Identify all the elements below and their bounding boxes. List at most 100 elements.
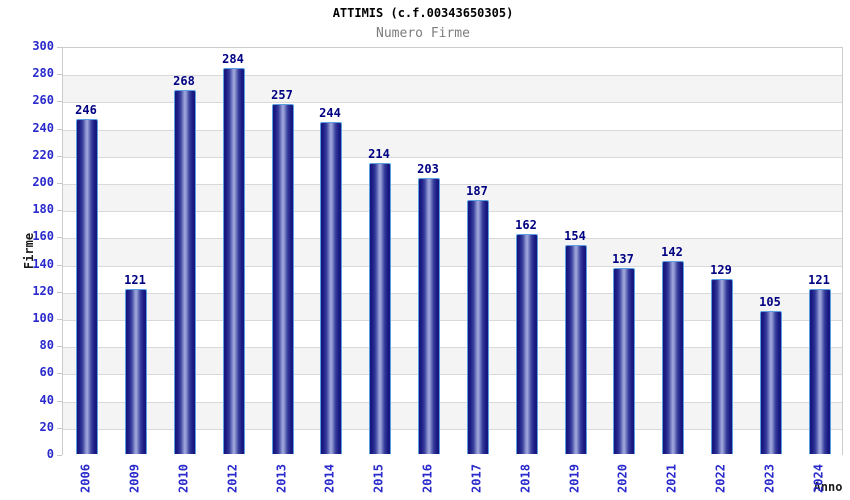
y-axis-tick-label: 120 (32, 284, 54, 298)
bar-2012 (223, 68, 245, 454)
x-axis-tick-label: 2022 (713, 464, 728, 493)
y-axis-tick-mark (57, 373, 62, 374)
y-axis-tick-label: 240 (32, 121, 54, 135)
y-axis-tick-mark (57, 265, 62, 266)
x-axis-tick-label: 2012 (225, 464, 240, 493)
chart-title: ATTIMIS (c.f.00343650305) (332, 6, 514, 20)
bar-2023 (760, 311, 782, 454)
y-axis-tick-label: 220 (32, 148, 54, 162)
bar-value-label: 246 (75, 103, 97, 117)
y-axis-tick-mark (57, 346, 62, 347)
bar-value-label: 162 (515, 218, 537, 232)
bar-value-label: 284 (222, 52, 244, 66)
bar-value-label: 268 (173, 74, 195, 88)
x-axis-tick-label: 2020 (615, 464, 630, 493)
bar-2015 (369, 163, 391, 454)
bar-value-label: 105 (759, 295, 781, 309)
x-axis-tick-label: 2024 (811, 464, 826, 493)
x-axis-tick-label: 2013 (274, 464, 289, 493)
x-axis-tick-label: 2010 (176, 464, 191, 493)
bar-2010 (174, 90, 196, 454)
x-axis-tick-label: 2021 (664, 464, 679, 493)
y-axis-tick-label: 180 (32, 202, 54, 216)
y-axis-tick-mark (57, 74, 62, 75)
y-axis-tick-label: 100 (32, 311, 54, 325)
x-axis-tick-label: 2015 (371, 464, 386, 493)
y-axis-tick-mark (57, 129, 62, 130)
y-axis-tick-mark (57, 455, 62, 456)
y-axis-tick-mark (57, 156, 62, 157)
x-axis-tick-label: 2009 (127, 464, 142, 493)
gridline (63, 266, 842, 267)
bar-value-label: 203 (417, 162, 439, 176)
gridline (63, 320, 842, 321)
gridline (63, 102, 842, 103)
bar-value-label: 244 (319, 106, 341, 120)
y-axis-tick-mark (57, 292, 62, 293)
y-axis-tick-mark (57, 428, 62, 429)
gridline (63, 429, 842, 430)
gridline (63, 293, 842, 294)
bar-2016 (418, 178, 440, 454)
gridline (63, 347, 842, 348)
bar-value-label: 142 (661, 245, 683, 259)
gridline (63, 374, 842, 375)
x-axis-tick-label: 2017 (469, 464, 484, 493)
bar-value-label: 129 (710, 263, 732, 277)
background-band (63, 48, 842, 76)
bar-value-label: 257 (271, 88, 293, 102)
x-axis-tick-label: 2018 (518, 464, 533, 493)
gridline (63, 238, 842, 239)
x-axis-title: Anno (813, 480, 843, 494)
y-axis-tick-label: 200 (32, 175, 54, 189)
gridline (63, 130, 842, 131)
bar-value-label: 214 (368, 147, 390, 161)
x-axis-tick-label: 2019 (567, 464, 582, 493)
y-axis-tick-label: 300 (32, 39, 54, 53)
y-axis-tick-mark (57, 183, 62, 184)
bar-2013 (272, 104, 294, 454)
y-axis-tick-mark (57, 101, 62, 102)
bar-value-label: 121 (124, 273, 146, 287)
bar-2014 (320, 122, 342, 454)
y-axis-tick-mark (57, 319, 62, 320)
y-axis-tick-label: 160 (32, 229, 54, 243)
x-axis-tick-label: 2016 (420, 464, 435, 493)
bar-2021 (662, 261, 684, 454)
bar-2020 (613, 268, 635, 454)
y-axis-tick-mark (57, 237, 62, 238)
y-axis-tick-label: 280 (32, 66, 54, 80)
y-axis-tick-label: 40 (39, 393, 54, 407)
chart-subtitle: Numero Firme (376, 26, 470, 41)
bar-2022 (711, 279, 733, 454)
y-axis-tick-label: 60 (39, 365, 54, 379)
bar-2024 (809, 289, 831, 454)
y-axis-tick-label: 0 (46, 447, 54, 461)
bar-2018 (516, 234, 538, 454)
bar-value-label: 121 (808, 273, 830, 287)
y-axis-tick-mark (57, 401, 62, 402)
bar-value-label: 137 (612, 252, 634, 266)
y-axis-tick-mark (57, 210, 62, 211)
gridline (63, 157, 842, 158)
y-axis-tick-mark (57, 47, 62, 48)
bar-value-label: 187 (466, 184, 488, 198)
gridline (63, 75, 842, 76)
plot-area (62, 47, 843, 456)
y-axis-tick-label: 140 (32, 257, 54, 271)
y-axis-tick-label: 260 (32, 93, 54, 107)
y-axis-tick-label: 80 (39, 338, 54, 352)
bar-2006 (76, 119, 98, 454)
bar-2019 (565, 245, 587, 454)
bar-2017 (467, 200, 489, 454)
y-axis-tick-label: 20 (39, 420, 54, 434)
x-axis-tick-label: 2014 (322, 464, 337, 493)
gridline (63, 402, 842, 403)
bar-value-label: 154 (564, 229, 586, 243)
x-axis-tick-label: 2006 (78, 464, 93, 493)
x-axis-tick-label: 2023 (762, 464, 777, 493)
gridline (63, 184, 842, 185)
gridline (63, 211, 842, 212)
bar-2009 (125, 289, 147, 454)
